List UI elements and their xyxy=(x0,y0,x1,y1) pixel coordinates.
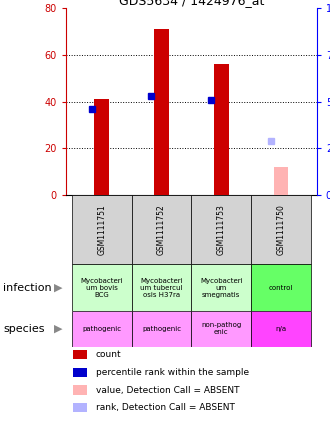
Text: Mycobacteri
um
smegmatis: Mycobacteri um smegmatis xyxy=(200,277,243,298)
Text: ▶: ▶ xyxy=(53,324,62,334)
Bar xyxy=(132,264,191,311)
Text: value, Detection Call = ABSENT: value, Detection Call = ABSENT xyxy=(96,385,239,395)
Bar xyxy=(132,195,191,264)
Bar xyxy=(191,264,251,311)
Text: count: count xyxy=(96,350,121,359)
Text: Mycobacteri
um bovis
BCG: Mycobacteri um bovis BCG xyxy=(81,277,123,298)
Bar xyxy=(154,30,169,195)
Text: pathogenic: pathogenic xyxy=(82,326,121,332)
Text: GSM1111752: GSM1111752 xyxy=(157,204,166,255)
Text: GSM1111751: GSM1111751 xyxy=(97,204,106,255)
Text: Mycobacteri
um tubercul
osis H37ra: Mycobacteri um tubercul osis H37ra xyxy=(140,277,183,298)
Text: GSM1111750: GSM1111750 xyxy=(277,204,285,255)
Title: GDS5634 / 1424976_at: GDS5634 / 1424976_at xyxy=(119,0,264,7)
Text: ▶: ▶ xyxy=(53,283,62,293)
Text: percentile rank within the sample: percentile rank within the sample xyxy=(96,368,249,377)
Bar xyxy=(94,99,109,195)
Bar xyxy=(72,311,132,347)
Bar xyxy=(191,311,251,347)
Bar xyxy=(72,195,132,264)
Bar xyxy=(251,195,311,264)
Bar xyxy=(251,311,311,347)
Bar xyxy=(251,264,311,311)
Bar xyxy=(214,64,229,195)
Bar xyxy=(72,264,132,311)
Text: GSM1111753: GSM1111753 xyxy=(217,204,226,255)
Bar xyxy=(274,167,288,195)
Text: infection: infection xyxy=(3,283,52,293)
Text: rank, Detection Call = ABSENT: rank, Detection Call = ABSENT xyxy=(96,403,235,412)
Text: control: control xyxy=(269,285,293,291)
Text: pathogenic: pathogenic xyxy=(142,326,181,332)
Text: n/a: n/a xyxy=(276,326,286,332)
Bar xyxy=(132,311,191,347)
Bar xyxy=(191,195,251,264)
Text: species: species xyxy=(3,324,45,334)
Text: non-pathog
enic: non-pathog enic xyxy=(201,322,241,335)
